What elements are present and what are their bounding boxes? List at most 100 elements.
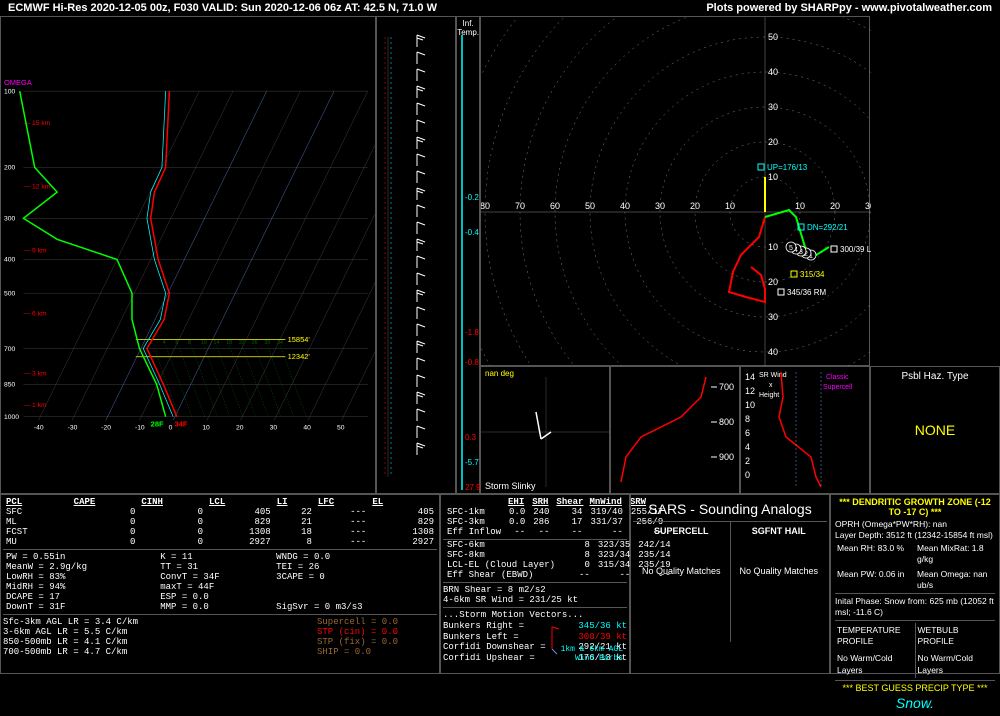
svg-text:OMEGA: OMEGA: [4, 78, 32, 87]
svg-text:-30: -30: [68, 424, 78, 431]
svg-text:300: 300: [4, 216, 15, 223]
svg-text:0.3: 0.3: [465, 433, 477, 442]
svg-text:20: 20: [830, 201, 840, 211]
dgz-title: *** DENDRITIC GROWTH ZONE (-12 TO -17 C)…: [833, 497, 997, 517]
svg-text:40: 40: [768, 347, 778, 357]
sounding-container: ECMWF Hi-Res 2020-12-05 00z, F030 VALID:…: [0, 0, 1000, 678]
svg-text:SR Wind: SR Wind: [759, 372, 787, 379]
svg-text:20: 20: [768, 277, 778, 287]
svg-text:800: 800: [719, 417, 734, 427]
dgz-panel: *** DENDRITIC GROWTH ZONE (-12 TO -17 C)…: [830, 494, 1000, 674]
svg-text:-0.4: -0.4: [465, 228, 479, 237]
lapse-rate-block: Sfc-3km AGL LR = 3.4 C/km3-6km AGL LR = …: [3, 617, 317, 657]
composite-block: Supercell = 0.0STP (cin) = 0.0STP (fix) …: [317, 617, 437, 657]
svg-text:15854': 15854': [288, 335, 311, 344]
haz-value: NONE: [871, 422, 999, 438]
svg-text:10: 10: [725, 201, 735, 211]
svg-text:30: 30: [768, 312, 778, 322]
brn-block: BRN Shear = 8 m2/s2 4-6km SR Wind = 231/…: [443, 582, 627, 605]
svg-text:26: 26: [252, 340, 258, 346]
storm-motion-block: ...Storm Motion Vectors... Bunkers Right…: [443, 607, 627, 664]
svg-text:10: 10: [201, 340, 207, 346]
sars-hail-col: SGFNT HAIL No Quality Matches: [731, 522, 828, 642]
haz-title: Psbl Haz. Type: [871, 367, 999, 382]
svg-text:— 1 km: — 1 km: [23, 402, 47, 409]
svg-text:22: 22: [239, 340, 245, 346]
svg-text:30: 30: [865, 201, 871, 211]
svg-text:8: 8: [745, 414, 750, 424]
svg-text:-0.2: -0.2: [465, 193, 479, 202]
svg-text:1000: 1000: [4, 414, 19, 421]
precip-type: Snow.: [835, 694, 995, 712]
srwind-panel: 14121086420SR WindxHeightClassicSupercel…: [740, 366, 870, 494]
svg-text:700: 700: [4, 346, 15, 353]
svg-text:2: 2: [745, 456, 750, 466]
svg-text:20: 20: [690, 201, 700, 211]
svg-text:60: 60: [550, 201, 560, 211]
svg-text:300/39 LM: 300/39 LM: [840, 245, 871, 254]
svg-text:345/36 RM: 345/36 RM: [787, 288, 826, 297]
header-right: Plots powered by SHARPpy - www.pivotalwe…: [706, 2, 992, 14]
bottom-row: PCLCAPECINHLCLLILFCEL SFC0040522---405ML…: [0, 494, 1000, 674]
lower-right-row: nan deg Storm Slinky 700800900 141210864…: [480, 366, 1000, 494]
svg-text:315/34: 315/34: [800, 270, 825, 279]
svg-text:18: 18: [226, 340, 232, 346]
svg-text:x: x: [769, 382, 773, 389]
shear-panel: EHISRHShearMnWindSRW SFC-1km0.024034319/…: [440, 494, 630, 674]
hodograph-panel: 1010101020202020303030304040404050505050…: [480, 16, 870, 366]
svg-text:28F: 28F: [151, 419, 164, 428]
svg-text:— 9 km: — 9 km: [23, 248, 47, 255]
svg-text:UP=176/13: UP=176/13: [767, 163, 808, 172]
svg-text:-10: -10: [135, 424, 145, 431]
svg-text:10: 10: [768, 172, 778, 182]
header-left: ECMWF Hi-Res 2020-12-05 00z, F030 VALID:…: [8, 2, 437, 14]
hazard-panel: Psbl Haz. Type NONE: [870, 366, 1000, 494]
svg-text:20: 20: [236, 424, 244, 431]
storm-slinky-panel: nan deg Storm Slinky: [480, 366, 610, 494]
svg-text:40: 40: [620, 201, 630, 211]
svg-text:— 15 km: — 15 km: [23, 120, 50, 127]
theta-e-panel: 700800900: [610, 366, 740, 494]
svg-text:6: 6: [175, 340, 178, 346]
indices-panel: PCLCAPECINHLCLLILFCEL SFC0040522---405ML…: [0, 494, 440, 674]
svg-text:10: 10: [768, 242, 778, 252]
svg-text:0: 0: [745, 470, 750, 480]
main-row: 1002003004005007008501000OMEGA— 15 km— 1…: [0, 16, 1000, 494]
svg-text:50: 50: [337, 424, 345, 431]
svg-text:900: 900: [719, 452, 734, 462]
parcel-table: PCLCAPECINHLCLLILFCEL SFC0040522---405ML…: [3, 497, 437, 547]
svg-text:8: 8: [188, 340, 191, 346]
svg-text:-1.8: -1.8: [465, 328, 479, 337]
svg-text:34F: 34F: [175, 419, 188, 428]
svg-text:Supercell: Supercell: [823, 384, 853, 391]
slinky-title: Storm Slinky: [485, 481, 536, 491]
svg-text:-0.8: -0.8: [465, 358, 479, 367]
svg-text:-20: -20: [101, 424, 111, 431]
right-column: 1010101020202020303030304040404050505050…: [480, 16, 1000, 494]
svg-text:50: 50: [585, 201, 595, 211]
sars-supercell-col: SUPERCELL No Quality Matches: [633, 522, 731, 642]
svg-text:40: 40: [303, 424, 311, 431]
svg-text:30: 30: [264, 340, 270, 346]
svg-text:400: 400: [4, 257, 15, 264]
svg-text:6: 6: [745, 428, 750, 438]
barb-label: 1km & 6km AGLWind Barbs: [561, 645, 623, 664]
svg-text:4: 4: [163, 340, 166, 346]
svg-text:— 3 km: — 3 km: [23, 370, 47, 377]
svg-text:850: 850: [4, 382, 15, 389]
sars-panel: SARS - Sounding Analogs SUPERCELL No Qua…: [630, 494, 830, 674]
svg-text:5: 5: [789, 245, 793, 252]
svg-text:20: 20: [768, 137, 778, 147]
svg-text:27.9: 27.9: [465, 483, 481, 492]
svg-text:10: 10: [745, 400, 755, 410]
svg-text:DN=292/21: DN=292/21: [807, 223, 848, 232]
svg-text:10: 10: [202, 424, 210, 431]
svg-text:50: 50: [768, 32, 778, 42]
svg-text:80: 80: [481, 201, 490, 211]
svg-text:Classic: Classic: [826, 374, 849, 381]
inf-temp-label: Inf.Temp.: [457, 17, 479, 37]
svg-text:12: 12: [745, 386, 755, 396]
svg-text:30: 30: [270, 424, 278, 431]
svg-text:4: 4: [745, 442, 750, 452]
svg-text:10: 10: [795, 201, 805, 211]
